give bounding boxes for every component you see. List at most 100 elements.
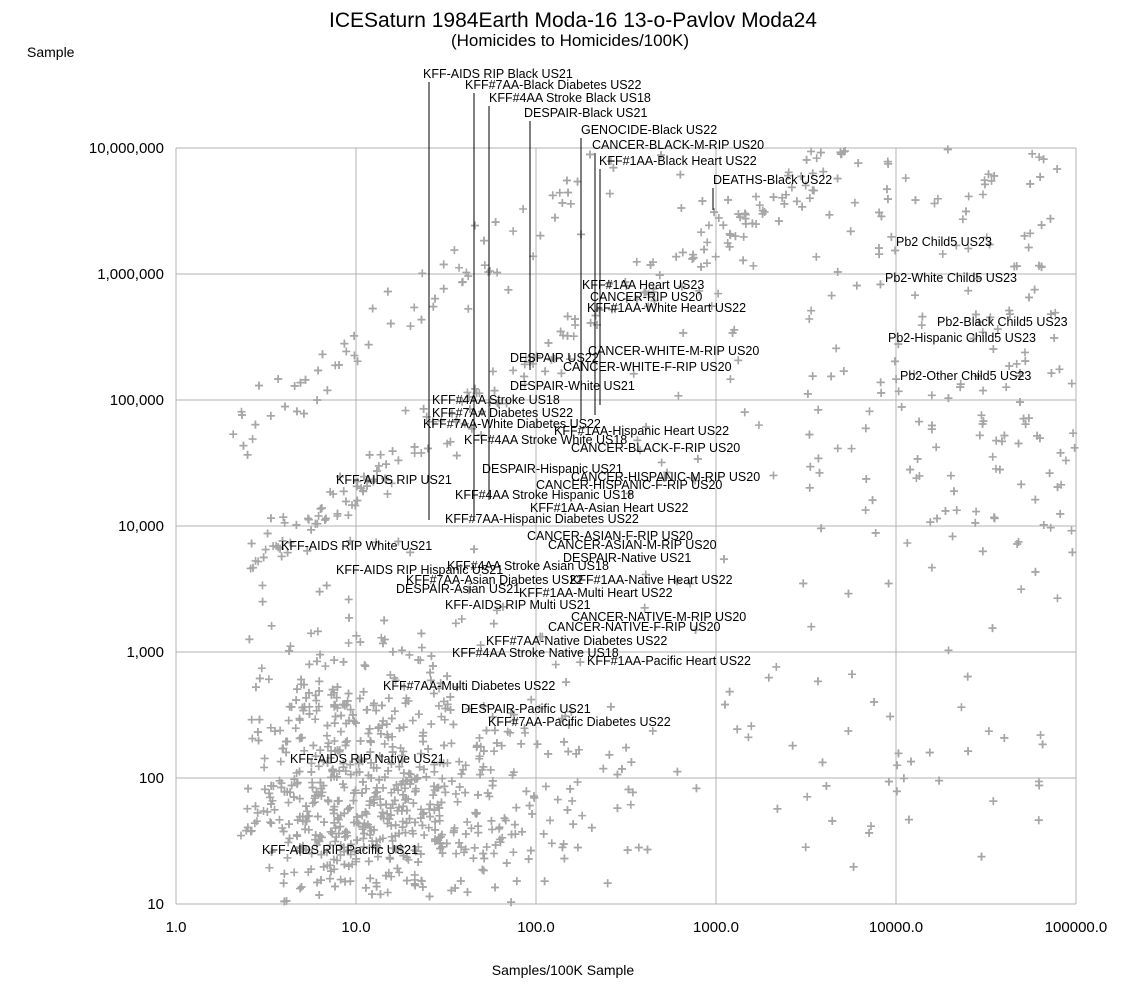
data-point [430, 767, 439, 776]
data-point [569, 820, 578, 829]
data-point [801, 181, 810, 190]
data-point [488, 712, 497, 721]
data-point [465, 704, 474, 713]
data-point [480, 854, 489, 863]
data-point [296, 847, 305, 856]
data-point [971, 310, 980, 319]
data-point [778, 193, 787, 202]
data-point [418, 269, 427, 278]
data-point [648, 726, 657, 735]
data-point [302, 693, 311, 702]
data-point [573, 843, 582, 852]
data-point [450, 824, 459, 833]
data-point [544, 338, 553, 347]
data-point [316, 746, 325, 755]
data-point [492, 606, 501, 615]
data-point [488, 367, 497, 376]
data-point [405, 650, 414, 659]
data-point [792, 197, 801, 206]
data-point [267, 621, 276, 630]
data-point [470, 221, 479, 230]
data-point [279, 513, 288, 522]
data-point [893, 761, 902, 770]
data-point [825, 210, 834, 219]
data-point [311, 691, 320, 700]
data-point [266, 723, 275, 732]
data-point [333, 796, 342, 805]
data-point [440, 715, 449, 724]
data-point [489, 849, 498, 858]
data-point [361, 883, 370, 892]
data-point [374, 461, 383, 470]
data-point [437, 416, 446, 425]
data-point [1045, 469, 1054, 478]
data-point [435, 758, 444, 767]
data-point [409, 829, 418, 838]
data-point [417, 448, 426, 457]
data-point [455, 838, 464, 847]
data-point [260, 754, 269, 763]
data-point [808, 372, 817, 381]
data-point [339, 763, 348, 772]
data-point [500, 814, 509, 823]
data-point [1068, 548, 1077, 557]
data-point [557, 369, 566, 378]
data-point [335, 360, 344, 369]
data-point [764, 673, 773, 682]
data-point [443, 700, 452, 709]
data-point [400, 784, 409, 793]
data-point [460, 848, 469, 857]
data-point [365, 724, 374, 733]
data-point [448, 409, 457, 418]
data-point [617, 764, 626, 773]
data-point [401, 828, 410, 837]
data-point [304, 688, 313, 697]
data-point [861, 506, 870, 515]
data-point [419, 765, 428, 774]
data-point [358, 777, 367, 786]
data-point [814, 454, 823, 463]
data-point [360, 829, 369, 838]
data-point [281, 737, 290, 746]
data-point [410, 846, 419, 855]
data-point [882, 185, 891, 194]
data-point [452, 849, 461, 858]
data-point [464, 304, 473, 313]
data-point [546, 816, 555, 825]
data-point [335, 472, 344, 481]
annotation-label: KFF#7AA-Native Diabetes US22 [486, 634, 667, 648]
data-point [1014, 439, 1023, 448]
data-point [372, 783, 381, 792]
data-point [906, 465, 915, 474]
data-point [417, 629, 426, 638]
data-point [323, 386, 332, 395]
data-point [611, 304, 620, 313]
annotation-label: CANCER-BLACK-F-RIP US20 [571, 441, 740, 455]
data-point [461, 830, 470, 839]
annotation-label: KFF#4AA Stroke Native US18 [452, 646, 619, 660]
data-point [833, 444, 842, 453]
data-point [411, 847, 420, 856]
data-point [650, 296, 659, 305]
data-point [326, 827, 335, 836]
data-point [993, 325, 1002, 334]
data-point [330, 700, 339, 709]
data-point [572, 749, 581, 758]
x-tick-label: 1000.0 [693, 919, 739, 936]
data-point [276, 544, 285, 553]
data-point [307, 759, 316, 768]
data-point [266, 793, 275, 802]
data-point [641, 570, 650, 579]
data-point [452, 417, 461, 426]
data-point [332, 693, 341, 702]
data-point [491, 841, 500, 850]
data-point [295, 794, 304, 803]
data-point [307, 768, 316, 777]
data-point [383, 809, 392, 818]
data-point [296, 884, 305, 893]
data-point [346, 877, 355, 886]
data-point [343, 696, 352, 705]
data-point [434, 701, 443, 710]
data-point [969, 334, 978, 343]
data-point [634, 843, 643, 852]
